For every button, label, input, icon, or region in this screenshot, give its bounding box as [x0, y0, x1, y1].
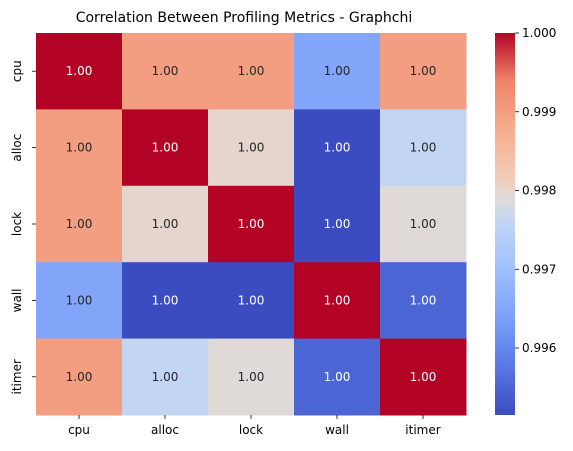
colorbar-tick-label-0: 0.996 — [522, 341, 556, 355]
colorbar-tick-label-3: 0.999 — [522, 105, 556, 119]
cell-cpu-wall — [294, 33, 381, 110]
x-axis: cpu alloc lock wall itimer — [68, 415, 441, 437]
cell-label-alloc-itimer: 1.00 — [410, 141, 437, 155]
cell-itimer-cpu — [36, 338, 123, 416]
colorbar: 0.996 0.997 0.998 0.999 1.000 — [495, 26, 556, 415]
colorbar-tick-label-1: 0.997 — [522, 262, 556, 276]
cell-label-wall-wall: 1.00 — [324, 293, 351, 307]
x-tick-label-itimer: itimer — [405, 423, 440, 437]
cell-alloc-lock — [208, 109, 295, 187]
cell-label-lock-alloc: 1.00 — [152, 217, 179, 231]
cell-label-alloc-wall: 1.00 — [324, 141, 351, 155]
cell-cpu-cpu — [36, 33, 123, 110]
cell-label-itimer-itimer: 1.00 — [410, 370, 437, 384]
cell-label-itimer-alloc: 1.00 — [152, 370, 179, 384]
cell-label-alloc-cpu: 1.00 — [66, 141, 93, 155]
cell-label-wall-alloc: 1.00 — [152, 293, 179, 307]
colorbar-tick-label-4: 1.000 — [522, 26, 556, 40]
y-tick-label-cpu: cpu — [10, 60, 24, 82]
chart-title: Correlation Between Profiling Metrics - … — [76, 10, 413, 26]
y-axis: cpu alloc lock wall itimer — [10, 60, 36, 394]
cell-lock-cpu — [36, 185, 123, 263]
x-tick-label-wall: wall — [325, 423, 349, 437]
cell-label-itimer-wall: 1.00 — [324, 370, 351, 384]
cell-label-cpu-wall: 1.00 — [324, 64, 351, 78]
cell-wall-wall — [294, 262, 381, 340]
heatmap-cell-labels: 1.00 1.00 1.00 1.00 1.00 1.00 1.00 1.00 1.00 1.00… — [66, 64, 437, 384]
cell-label-cpu-alloc: 1.00 — [152, 64, 179, 78]
cell-cpu-alloc — [122, 33, 209, 110]
y-tick-label-itimer: itimer — [10, 359, 24, 394]
cell-label-lock-lock: 1.00 — [238, 217, 265, 231]
cell-label-itimer-cpu: 1.00 — [66, 370, 93, 384]
colorbar-ticks: 0.996 0.997 0.998 0.999 1.000 — [515, 26, 556, 355]
cell-itimer-lock — [208, 338, 295, 416]
x-tick-label-lock: lock — [239, 423, 263, 437]
x-tick-label-alloc: alloc — [151, 423, 179, 437]
colorbar-gradient — [495, 33, 515, 415]
cell-alloc-alloc — [122, 109, 209, 187]
cell-cpu-lock — [208, 33, 295, 110]
cell-lock-alloc — [122, 185, 209, 263]
cell-cpu-itimer — [380, 33, 467, 110]
cell-label-cpu-cpu: 1.00 — [66, 64, 93, 78]
cell-label-lock-wall: 1.00 — [324, 217, 351, 231]
cell-alloc-wall — [294, 109, 381, 187]
cell-lock-lock — [208, 185, 295, 263]
cell-label-wall-itimer: 1.00 — [410, 293, 437, 307]
x-tick-label-cpu: cpu — [68, 423, 90, 437]
y-tick-label-alloc: alloc — [10, 134, 24, 162]
cell-itimer-wall — [294, 338, 381, 416]
cell-label-alloc-lock: 1.00 — [238, 141, 265, 155]
cell-wall-itimer — [380, 262, 467, 340]
cell-label-cpu-itimer: 1.00 — [410, 64, 437, 78]
cell-label-wall-lock: 1.00 — [238, 293, 265, 307]
cell-label-lock-cpu: 1.00 — [66, 217, 93, 231]
cell-itimer-itimer — [380, 338, 467, 416]
cell-alloc-cpu — [36, 109, 123, 187]
y-tick-label-wall: wall — [10, 288, 24, 312]
cell-lock-itimer — [380, 185, 467, 263]
cell-lock-wall — [294, 185, 381, 263]
cell-wall-lock — [208, 262, 295, 340]
cell-wall-cpu — [36, 262, 123, 340]
cell-itimer-alloc — [122, 338, 209, 416]
cell-label-itimer-lock: 1.00 — [238, 370, 265, 384]
cell-alloc-itimer — [380, 109, 467, 187]
cell-label-cpu-lock: 1.00 — [238, 64, 265, 78]
colorbar-tick-label-2: 0.998 — [522, 184, 556, 198]
cell-wall-alloc — [122, 262, 209, 340]
cell-label-alloc-alloc: 1.00 — [152, 141, 179, 155]
cell-label-lock-itimer: 1.00 — [410, 217, 437, 231]
cell-label-wall-cpu: 1.00 — [66, 293, 93, 307]
heatmap-cells — [36, 33, 467, 416]
y-tick-label-lock: lock — [10, 212, 24, 236]
